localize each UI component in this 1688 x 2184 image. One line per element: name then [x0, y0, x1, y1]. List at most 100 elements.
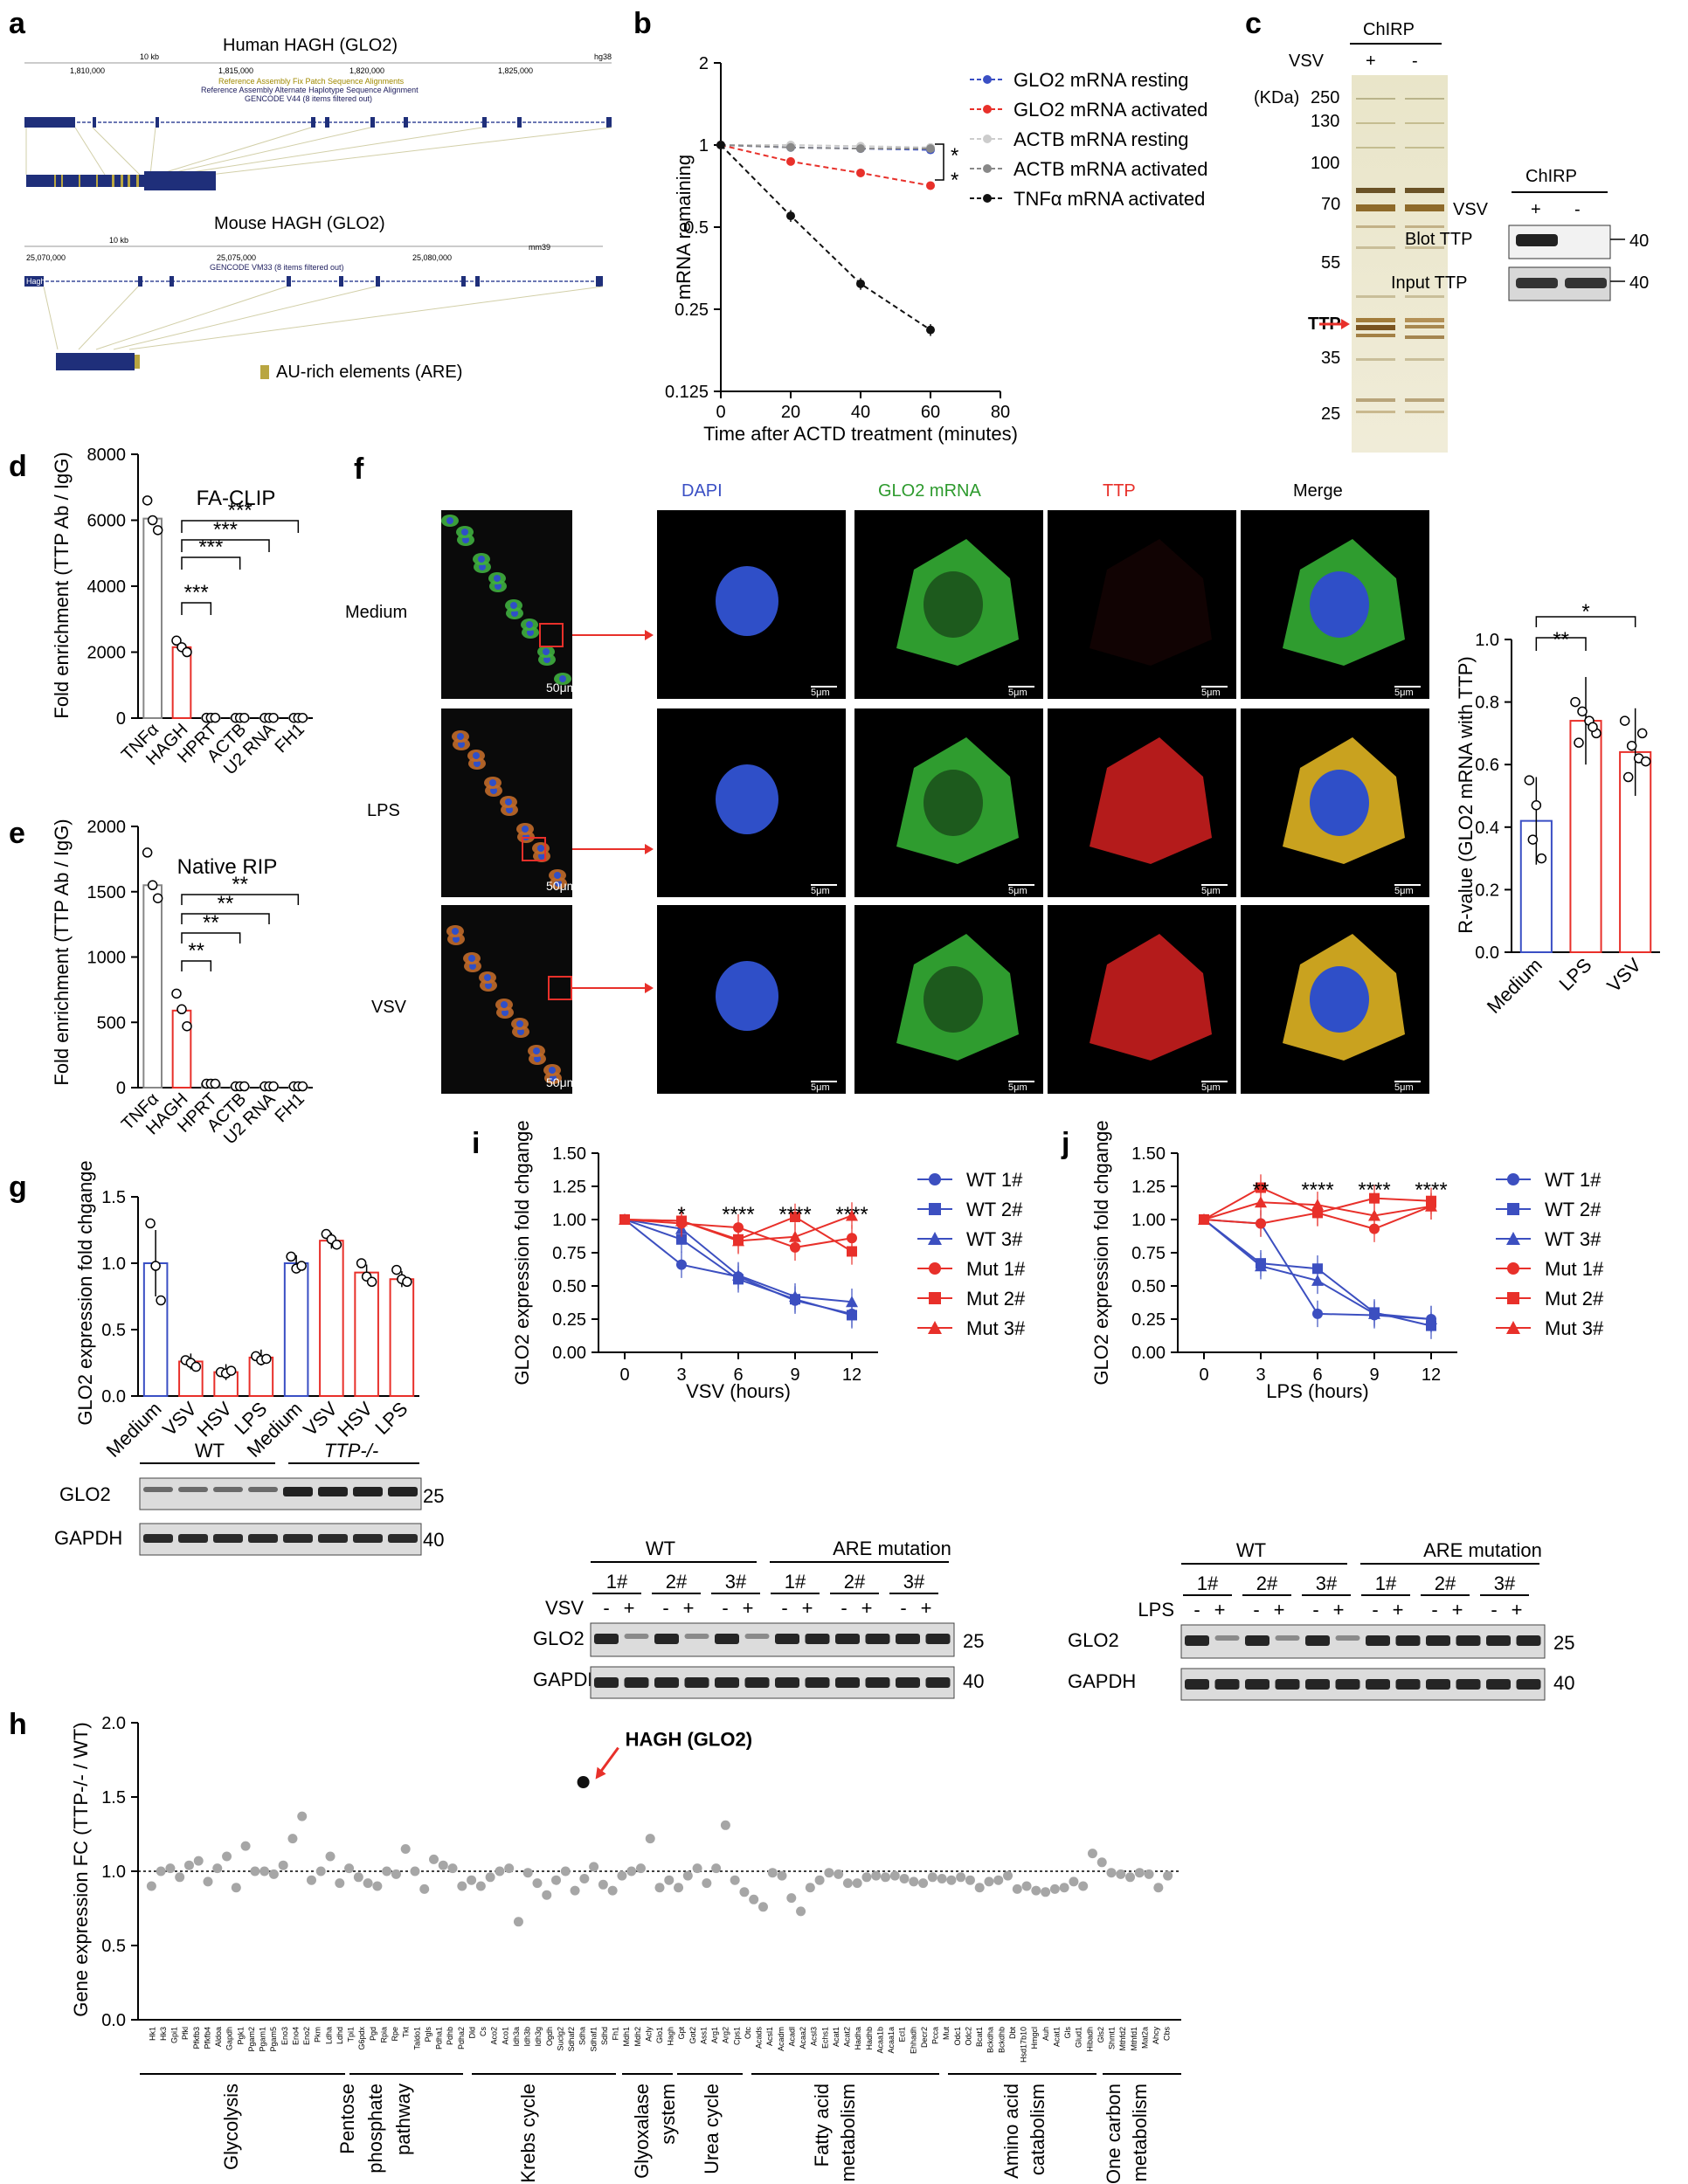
nucleus: [490, 787, 497, 794]
nucleus: [473, 752, 480, 759]
sig-bracket: [1535, 616, 1636, 627]
blot-ttp-label: Blot TTP: [1405, 230, 1472, 249]
data-point: [946, 1875, 957, 1885]
vsv-label-c: VSV: [1289, 52, 1325, 71]
y-tick-label: 2.0: [101, 1714, 126, 1733]
mouse-coord-3: 25,080,000: [412, 253, 452, 262]
data-point: [846, 1209, 858, 1221]
row-lps: LPS: [367, 801, 400, 820]
gene-label: Hadha: [854, 2027, 862, 2050]
gene-label: Arg2: [722, 2027, 730, 2043]
data-point: [467, 1875, 477, 1885]
mouse-build-label: mm39: [529, 243, 550, 252]
gene-label: Hibadh: [1085, 2027, 1094, 2052]
blot-mw-40: 40: [423, 1529, 444, 1551]
ttp-arrow-head: [1341, 319, 1350, 329]
panel-h: h 0.0 0.5 1.0 1.5 2.0 Gene expression FC (TTP…: [9, 1708, 1181, 2184]
gene-label: Glo1: [655, 2027, 664, 2043]
human-track-2: Reference Assembly Alternate Haplotype S…: [201, 86, 419, 94]
sig-mark: *: [951, 144, 958, 168]
gene-label: Acadl: [787, 2027, 796, 2047]
data-point: [261, 1353, 272, 1365]
y-tick-label: 8000: [87, 446, 127, 465]
panel-label-g: g: [9, 1171, 27, 1204]
blot-band: [1305, 1679, 1330, 1690]
data-point: [156, 1295, 166, 1306]
legend-label: Mut 3#: [966, 1317, 1026, 1339]
microscopy-grid: 50μm 5μm 5μm 5μm 5μm 50μm 5μm 5μm 5μm 5μm 50μm 5μm 5…: [441, 510, 1429, 1094]
gene-label: Idh3a: [512, 2027, 521, 2047]
y-tick-label: 0.75: [552, 1244, 586, 1263]
gene-label: Aldoa: [214, 2027, 223, 2047]
bar: [142, 884, 163, 1089]
gene-label: Auh: [1041, 2027, 1050, 2041]
data-point: [225, 1365, 237, 1376]
category-label: Glycolysis: [220, 2084, 242, 2170]
y-tick-label: 1.25: [1131, 1178, 1166, 1197]
data-point: [692, 1863, 702, 1874]
blot-band: [1426, 1635, 1450, 1646]
blot-glo2-strip: [1180, 1624, 1546, 1659]
human-zoom-lines: [25, 127, 612, 176]
data-point: [880, 1872, 890, 1883]
gene-label: Mat2a: [1140, 2027, 1149, 2049]
x-axis-label: Time after ACTD treatment (minutes): [703, 423, 1018, 445]
blot-treat-label: LPS: [1138, 1599, 1174, 1621]
treat-minus: -: [1491, 1599, 1497, 1621]
blot-band: [1426, 1679, 1450, 1690]
sig-bracket: [181, 894, 300, 905]
nucleus: [543, 656, 550, 663]
vsv-label-c2: VSV: [1453, 200, 1489, 219]
data-point: [239, 712, 250, 723]
are-legend-label: AU-rich elements (ARE): [276, 363, 462, 382]
dapi-nucleus: [716, 566, 778, 636]
series-line: [720, 144, 930, 150]
data-point: [240, 1841, 251, 1851]
y-tick-label: 0.8: [1475, 694, 1499, 713]
data-point: [861, 1872, 872, 1883]
blot-band: [388, 1487, 418, 1496]
category-label: Krebs cycle: [517, 2084, 539, 2183]
data-point: [165, 1863, 176, 1874]
data-point: [297, 1811, 308, 1821]
sig-bracket: [181, 913, 270, 924]
blot-row-glo2: GLO2: [1068, 1629, 1119, 1651]
data-point: [619, 1213, 631, 1225]
data-point: [1163, 1870, 1173, 1881]
y-tick-label: 0: [116, 709, 126, 729]
y-tick-label: 0.0: [1475, 943, 1499, 963]
data-point: [617, 1870, 627, 1881]
treat-plus: +: [1512, 1599, 1523, 1621]
blot-band: [805, 1634, 830, 1644]
nucleus: [462, 536, 469, 543]
legend-label: WT 3#: [1545, 1228, 1602, 1250]
panel-j: j 0.00 0.25 0.50 0.75 1.00 1.25 1.50 0 3 6 9 12 LPS …: [1061, 1120, 1604, 1701]
gene-label: Pgam2: [247, 2027, 256, 2052]
zoom-arrow-head: [645, 983, 654, 993]
blot-band: [1335, 1635, 1360, 1641]
gene-label: Got2: [688, 2027, 697, 2044]
blot-band: [744, 1677, 770, 1688]
category-label: system: [657, 2084, 679, 2145]
treat-plus: +: [1333, 1599, 1345, 1621]
y-tick-label: 2000: [87, 818, 127, 837]
blot-band: [353, 1487, 383, 1496]
y-tick-label: 1.50: [552, 1144, 586, 1164]
sig-mark: **: [218, 892, 234, 916]
blot-band: [283, 1534, 313, 1543]
blot-band: [896, 1677, 920, 1688]
data-point: [1059, 1883, 1069, 1893]
data-point: [222, 1851, 232, 1862]
data-point: [1087, 1849, 1097, 1859]
data-point: [297, 1081, 308, 1092]
ttp-cell: [1090, 737, 1212, 864]
data-point: [183, 1860, 194, 1870]
gene-label: Hk3: [159, 2027, 168, 2041]
x-tick-label: 0: [1199, 1365, 1208, 1385]
y-tick-label: 0.75: [1131, 1244, 1166, 1263]
panel-label-j: j: [1061, 1127, 1069, 1160]
gene-label: Taldo1: [412, 2027, 421, 2050]
data-point: [926, 144, 935, 154]
sig-bracket: [181, 520, 300, 533]
gene-label: Gpt: [677, 2027, 686, 2040]
